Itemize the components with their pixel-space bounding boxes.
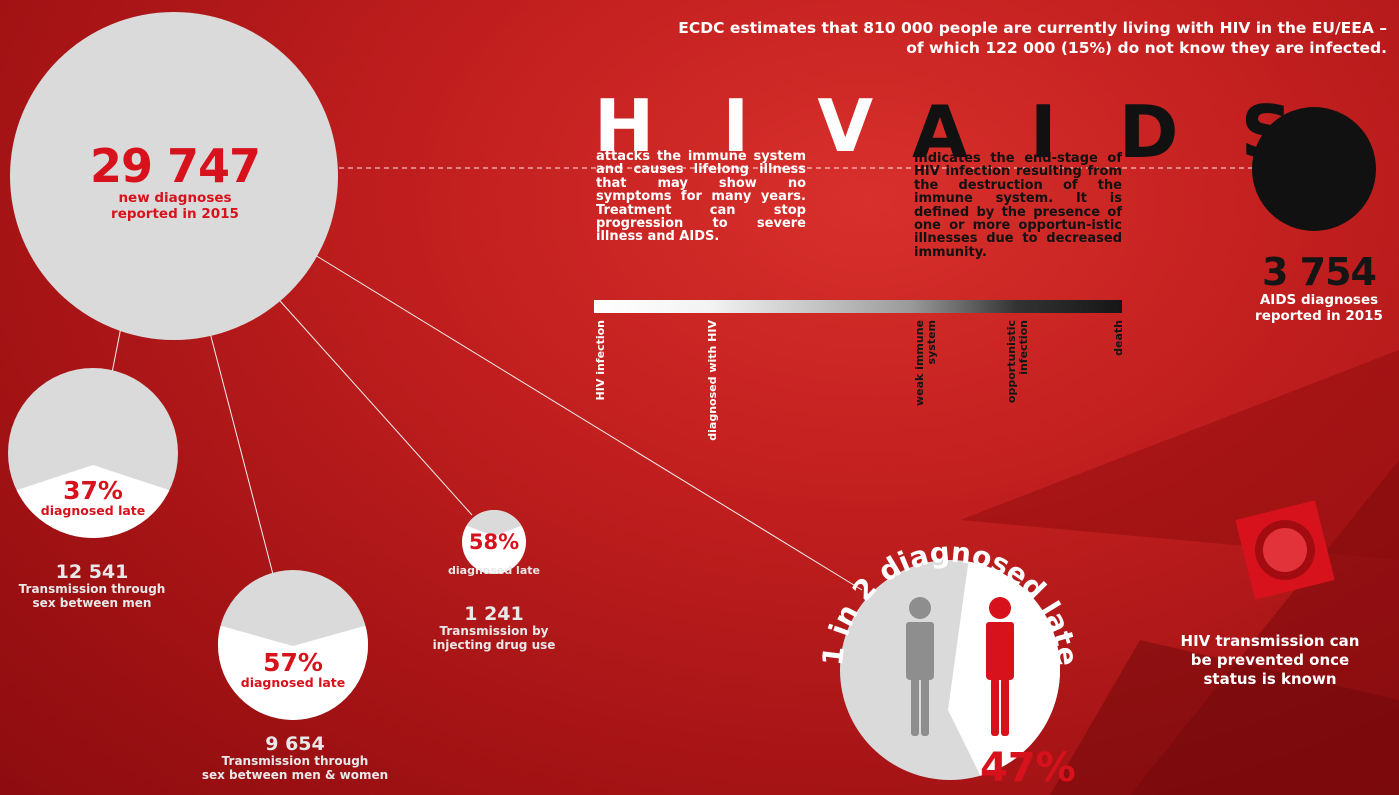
- group-msm-late-label: 37% diagnosed late: [8, 478, 178, 518]
- group-msm-desc-2: sex between men: [32, 596, 152, 610]
- group-pwid-late-text: diagnosed late: [448, 564, 540, 577]
- aids-diagnoses-caption-2: reported in 2015: [1255, 308, 1383, 324]
- scale-label-death: death: [1112, 320, 1125, 356]
- aids-description: indicates the end-stage of HIV infection…: [914, 151, 1122, 260]
- group-msm-pie: [8, 368, 178, 538]
- group-hetero-count: 9 654: [265, 733, 325, 755]
- aids-diagnoses-caption-1: AIDS diagnoses: [1259, 292, 1379, 308]
- scale-label-diagnosed: diagnosed with HIV: [706, 320, 719, 441]
- new-diagnoses-label: 29 747 new diagnoses reported in 2015: [60, 142, 290, 222]
- disease-progression-bar: [594, 300, 1122, 313]
- condom-icon: [1235, 500, 1335, 600]
- aids-letters: A I D S: [912, 90, 1297, 174]
- person-grey-icon: [906, 597, 934, 736]
- group-hetero-desc-1: Transmission through: [221, 754, 369, 768]
- overall-late-graphic: 1 in 2 diagnosed late: [820, 536, 1084, 780]
- scale-label-opportunistic-2: infection: [1017, 320, 1030, 375]
- group-hetero-percent: 57%: [263, 648, 323, 677]
- group-msm-count: 12 541: [55, 561, 129, 583]
- aids-diagnoses-label: 3 754 AIDS diagnoses reported in 2015: [1224, 252, 1399, 324]
- new-diagnoses-caption-2: reported in 2015: [111, 206, 239, 222]
- person-red-icon: [986, 597, 1014, 736]
- new-diagnoses-circle: [10, 12, 338, 340]
- aids-circle: [1252, 107, 1376, 231]
- group-hetero-late-label: 57% diagnosed late: [218, 650, 368, 690]
- scale-label-opportunistic-1: opportunistic: [1005, 320, 1018, 404]
- prevention-line-1: HIV transmission can: [1180, 632, 1360, 650]
- group-pwid-late-label: 58% diagnosed late: [440, 530, 548, 578]
- prevention-text: HIV transmission can be prevented once s…: [1150, 632, 1390, 689]
- scale-label-weak-immune-1: weak immune: [913, 320, 926, 407]
- hiv-description: attacks the immune system and causes lif…: [596, 149, 806, 245]
- headline: ECDC estimates that 810 000 people are c…: [567, 18, 1387, 58]
- aids-diagnoses-value: 3 754: [1262, 250, 1377, 294]
- group-pwid-percent: 58%: [468, 530, 520, 554]
- group-hetero-desc-2: sex between men & women: [201, 768, 389, 782]
- group-pwid-desc-2: injecting drug use: [432, 638, 556, 652]
- new-diagnoses-caption-1: new diagnoses: [118, 190, 232, 206]
- group-hetero-late-text: diagnosed late: [240, 675, 346, 690]
- group-pwid-pie: [462, 510, 526, 574]
- group-pwid-stat: 1 241 Transmission by injecting drug use: [420, 604, 568, 652]
- group-msm-desc-1: Transmission through: [18, 582, 166, 596]
- prevention-line-3: status is known: [1203, 670, 1337, 688]
- group-pwid-desc-1: Transmission by: [439, 624, 549, 638]
- scale-label-hiv-infection: HIV infection: [594, 320, 607, 401]
- new-diagnoses-value: 29 747: [89, 139, 261, 193]
- group-hetero-stat: 9 654 Transmission through sex between m…: [190, 734, 400, 782]
- group-msm-percent: 37%: [63, 476, 123, 505]
- scale-label-weak-immune-2: system: [925, 320, 938, 365]
- group-hetero-pie: [218, 570, 368, 720]
- group-msm-late-text: diagnosed late: [40, 503, 146, 518]
- prevention-line-2: be prevented once: [1190, 651, 1350, 669]
- headline-line-1: ECDC estimates that 810 000 people are c…: [678, 19, 1387, 37]
- group-pwid-count: 1 241: [464, 603, 524, 625]
- group-msm-stat: 12 541 Transmission through sex between …: [0, 562, 184, 610]
- headline-line-2: of which 122 000 (15%) do not know they …: [906, 39, 1387, 57]
- hiv-letters: H I V: [594, 84, 880, 168]
- overall-late-percent: 47%: [980, 745, 1076, 791]
